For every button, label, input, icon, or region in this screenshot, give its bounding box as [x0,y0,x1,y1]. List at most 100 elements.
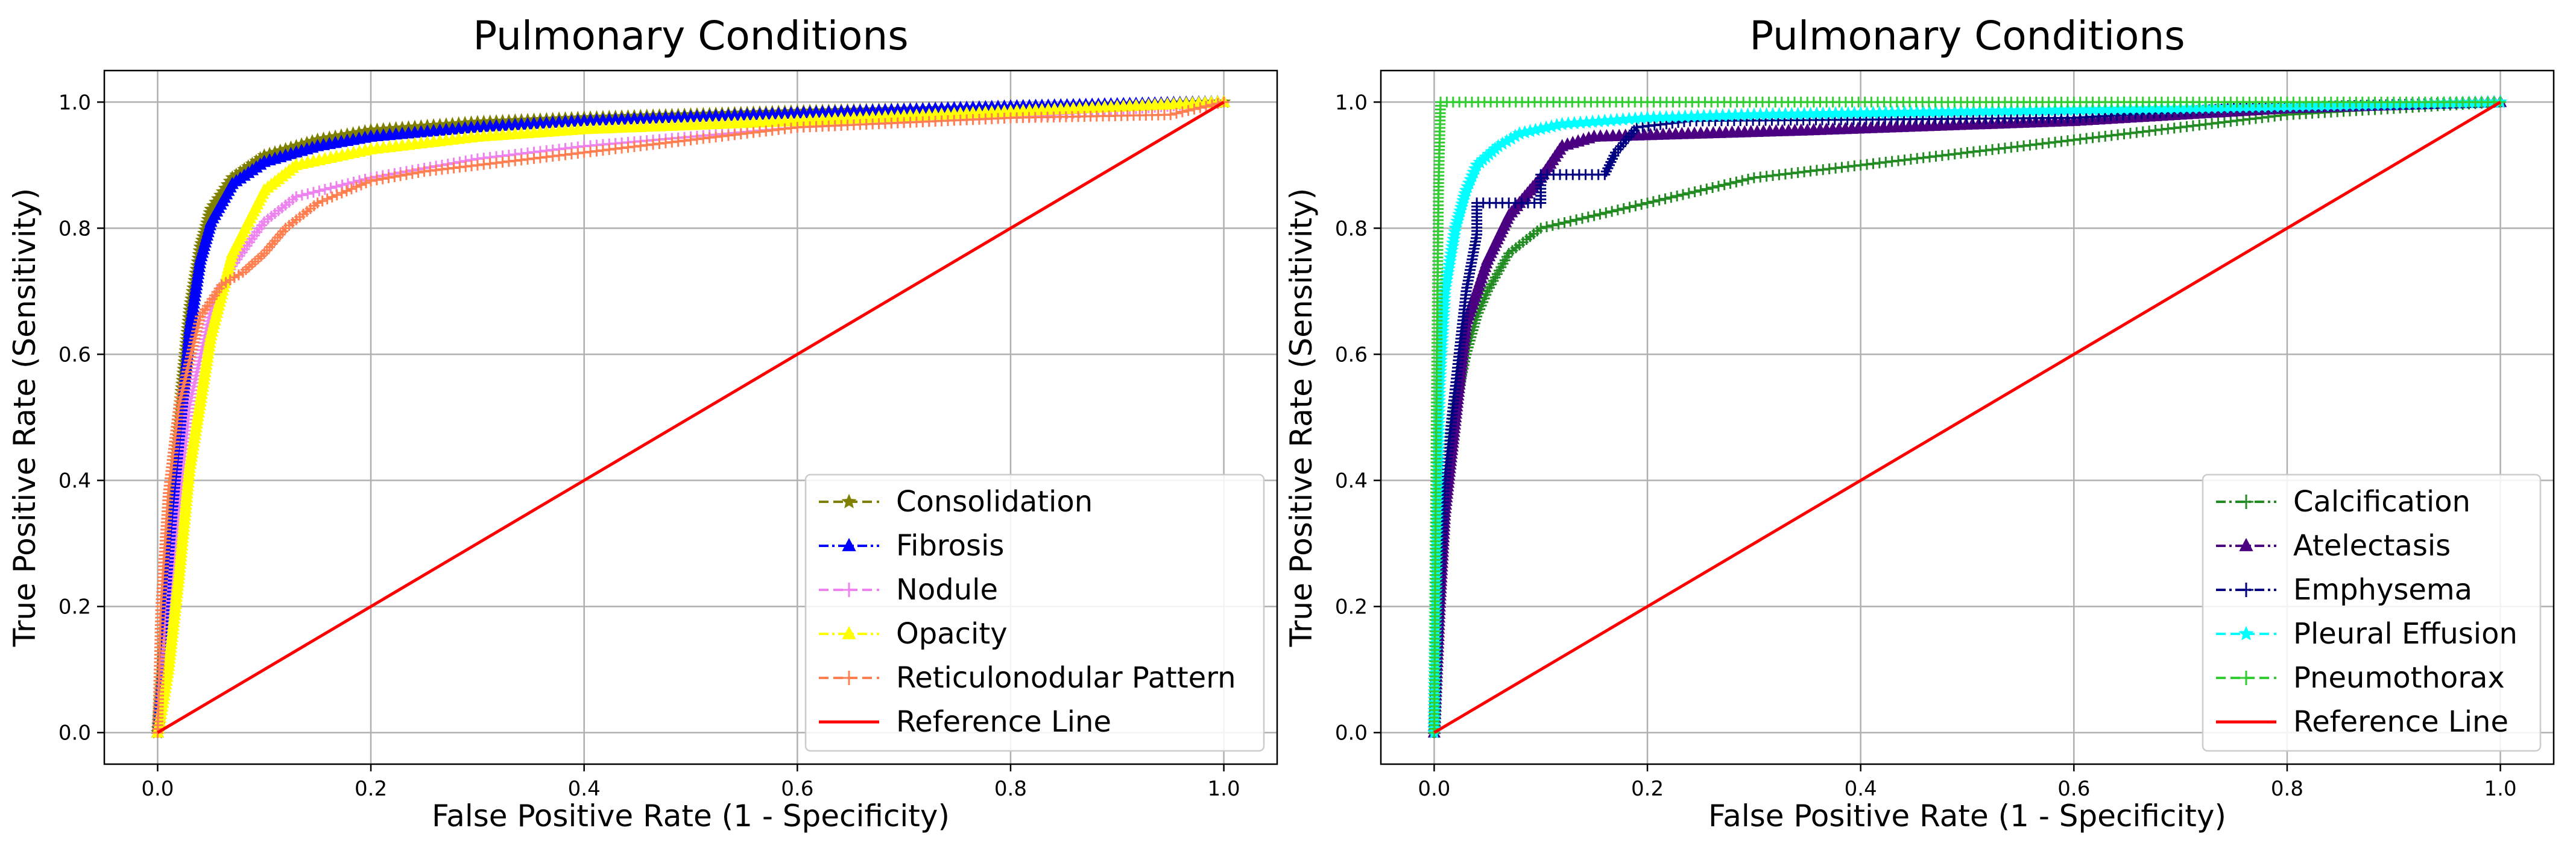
data-point [1582,211,1594,223]
data-point [1672,190,1683,201]
series-pneumothorax [1428,96,2506,738]
x-tick-label: 0.4 [568,777,601,801]
chart-2: 0.0 0.2 0.4 0.6 0.8 1.0 0.0 0.2 0.4 0.6 0.8 1.0 Pulm… [1284,13,2555,834]
y-tick-label: 0.2 [1335,595,1368,619]
y-axis-label: True Positive Rate (Sensitivity) [7,188,42,648]
data-point [336,187,347,198]
data-point [1719,179,1730,191]
data-point [321,193,333,204]
legend-label: Atelectasis [2293,529,2451,563]
legend-box [2202,473,2542,752]
data-point [325,182,336,194]
legend-label: Pleural Effusion [2293,617,2518,651]
data-point [1642,197,1653,209]
chart-title: Pulmonary Conditions [1749,13,2185,59]
data-point [1647,196,1659,207]
data-point [308,186,319,198]
data-point [1743,174,1754,185]
series-reference-line [1433,101,2501,734]
legend-item-reticulonodular-pattern: Reticulonodular Pattern [819,661,1236,695]
x-axis-label: False Positive Rate (1 - Specificity) [432,799,950,834]
data-point [312,197,323,209]
plot-frame [1380,69,2555,765]
data-point [1713,180,1724,192]
data-point [1195,102,1206,113]
legend-marker [2238,625,2254,641]
data-point [1618,203,1629,214]
data-point [395,170,406,182]
x-tick-label: 0.0 [141,777,174,801]
y-tick-label: 0.0 [1335,721,1368,745]
legend-item-pleural-effusion: Pleural Effusion [2216,617,2518,651]
data-point [1559,217,1570,229]
data-point [1624,201,1635,213]
series-opacity [151,95,1231,738]
data-point [1201,101,1212,112]
x-tick-label: 0.6 [2057,777,2090,801]
data-point [1594,209,1606,220]
y-tick-label: 0.8 [1335,217,1368,241]
series-markers-pneumothorax [1428,96,2506,738]
data-point [314,185,325,197]
x-tick-label: 0.8 [2271,777,2303,801]
series-line-reference-line [157,101,1225,734]
x-tick-label: 0.4 [1845,777,1877,801]
x-tick-label: 0.8 [994,777,1027,801]
data-point [1171,107,1182,119]
data-point [1547,220,1558,231]
legend-item-nodule: Nodule [819,573,998,607]
legend-item-emphysema: Emphysema [2216,573,2472,607]
legend-label: Nodule [896,573,998,607]
data-point [355,179,367,191]
data-point [406,168,418,179]
legend-marker [2239,671,2253,685]
x-tick-label: 1.0 [2484,777,2517,801]
data-point [1689,186,1700,197]
series-line-reference-line [1433,101,2501,734]
legend-label: Calcification [2293,485,2470,519]
legend-marker [2239,537,2253,551]
y-tick-label: 0.4 [1335,469,1368,493]
data-point [1553,218,1564,230]
data-point [377,173,388,185]
legend-box [804,473,1265,752]
legend: Consolidation Fibrosis Nodule Opacity Reticu… [804,473,1265,752]
x-tick-label: 1.0 [1208,777,1240,801]
data-point [400,169,412,180]
y-tick-label: 1.0 [1335,90,1368,115]
legend-label: Reference Line [2293,705,2508,739]
data-point [2495,96,2506,108]
legend-item-consolidation: Consolidation [819,485,1093,519]
data-point [1737,175,1748,186]
data-point [1576,213,1588,224]
data-point [1659,193,1671,204]
series-reticulonodular-pattern [152,96,1230,738]
y-tick-label: 0.0 [58,721,91,745]
data-point [350,181,362,192]
legend-marker [842,625,856,639]
legend: Calcification Atelectasis Emphysema Pleural… [2202,473,2542,752]
x-tick-label: 0.6 [781,777,813,801]
data-point [1571,214,1582,226]
y-tick-label: 1.0 [58,90,91,115]
x-tick-label: 0.0 [1418,777,1450,801]
data-point [412,167,424,179]
legend-item-atelectasis: Atelectasis [2216,529,2451,563]
data-point [1565,215,1576,227]
plot-frame [103,69,1278,765]
legend-item-reference-line: Reference Line [2216,705,2508,739]
data-point [1189,103,1200,115]
series-reference-line [157,101,1225,734]
legend-label: Fibrosis [896,529,1004,563]
y-tick-label: 0.2 [58,595,91,619]
data-point [1612,204,1623,216]
data-point [365,175,377,186]
legend-item-pneumothorax: Pneumothorax [2216,661,2505,695]
data-point [1636,198,1647,210]
legend-label: Reference Line [896,705,1111,739]
data-point [1701,183,1713,195]
data-point [383,172,394,183]
series-markers-opacity [151,95,1231,738]
data-point [1653,194,1665,206]
data-point [296,189,308,201]
